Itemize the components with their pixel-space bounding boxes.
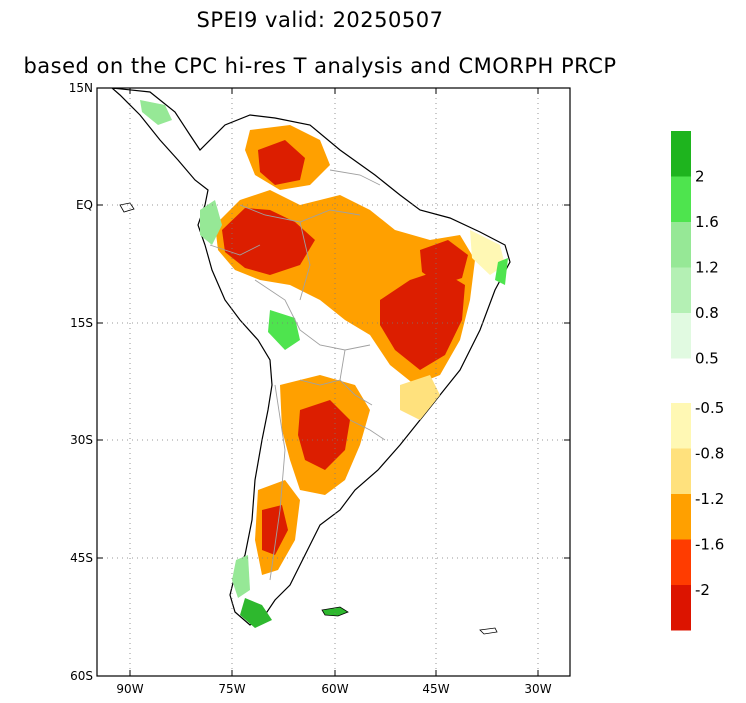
galapagos xyxy=(119,202,135,213)
lat-label: 30S xyxy=(70,433,93,447)
axis-ticks xyxy=(97,87,570,677)
severe-drought-core-northeast xyxy=(420,240,468,285)
colorbar-swatch xyxy=(671,131,691,177)
colorbar-label: -1.6 xyxy=(695,536,724,554)
colorbar-label: 1.6 xyxy=(695,213,719,231)
lat-label: 45S xyxy=(70,551,93,565)
wet-region-andes-central xyxy=(268,310,300,350)
lon-label: 30W xyxy=(524,682,551,696)
wet-region-coast-northeast xyxy=(495,258,508,285)
colorbar-swatch xyxy=(671,222,691,268)
lat-label: 15N xyxy=(69,81,93,95)
colorbar-label: -1.2 xyxy=(695,490,724,508)
wet-region-andes-north xyxy=(200,200,222,245)
colorbar-swatch xyxy=(671,585,691,631)
colorbar-label: -0.5 xyxy=(695,399,724,417)
lon-label: 45W xyxy=(422,682,449,696)
colorbar-swatch xyxy=(671,494,691,540)
minimal-drought-northeast xyxy=(470,230,505,275)
colorbar-negative: -0.5 -0.8 -1.2 -1.6 -2 xyxy=(671,399,724,631)
colorbar-swatch xyxy=(671,539,691,585)
latitude-labels: 15N EQ 15S 30S 45S 60S xyxy=(69,81,93,683)
colorbar-label: -0.8 xyxy=(695,445,724,463)
colorbar-label: -2 xyxy=(695,581,710,599)
colorbar-swatch xyxy=(671,403,691,449)
colorbar-label: 1.2 xyxy=(695,259,719,277)
lon-label: 75W xyxy=(218,682,245,696)
map-content xyxy=(111,88,511,635)
severe-drought-north xyxy=(258,140,305,185)
colorbar-swatch xyxy=(671,267,691,313)
country-borders xyxy=(209,169,386,581)
lon-label: 90W xyxy=(116,682,143,696)
colorbar-swatch xyxy=(671,313,691,359)
wet-region-central-america xyxy=(140,100,172,125)
lon-label: 60W xyxy=(321,682,348,696)
light-drought-coast xyxy=(400,375,440,420)
colorbar-label: 0.5 xyxy=(695,350,719,368)
wet-region-chile-coast xyxy=(232,555,250,598)
colorbar-swatch xyxy=(671,176,691,222)
longitude-labels: 90W 75W 60W 45W 30W xyxy=(116,682,551,696)
colorbar-positive: 2 1.6 1.2 0.8 0.5 xyxy=(671,131,719,368)
colorbar-label: 0.8 xyxy=(695,304,719,322)
lat-lon-grid xyxy=(97,88,570,676)
map-subtitle: based on the CPC hi-res T analysis and C… xyxy=(23,54,617,78)
colorbar-swatch xyxy=(671,448,691,494)
severe-drought-south xyxy=(298,400,350,470)
lat-label: EQ xyxy=(76,198,93,212)
lat-label: 60S xyxy=(70,669,93,683)
severe-drought-core-east xyxy=(380,270,465,370)
map-frame xyxy=(96,87,571,677)
severe-drought-patagonia xyxy=(262,505,288,555)
south-georgia xyxy=(479,627,498,635)
lat-label: 15S xyxy=(70,316,93,330)
falkland-islands xyxy=(321,606,349,617)
severe-drought-core-west xyxy=(222,208,315,275)
wet-region-tierra-del-fuego xyxy=(240,598,272,628)
map-title: SPEI9 valid: 20250507 xyxy=(196,8,444,32)
colorbar-label: 2 xyxy=(695,168,705,186)
